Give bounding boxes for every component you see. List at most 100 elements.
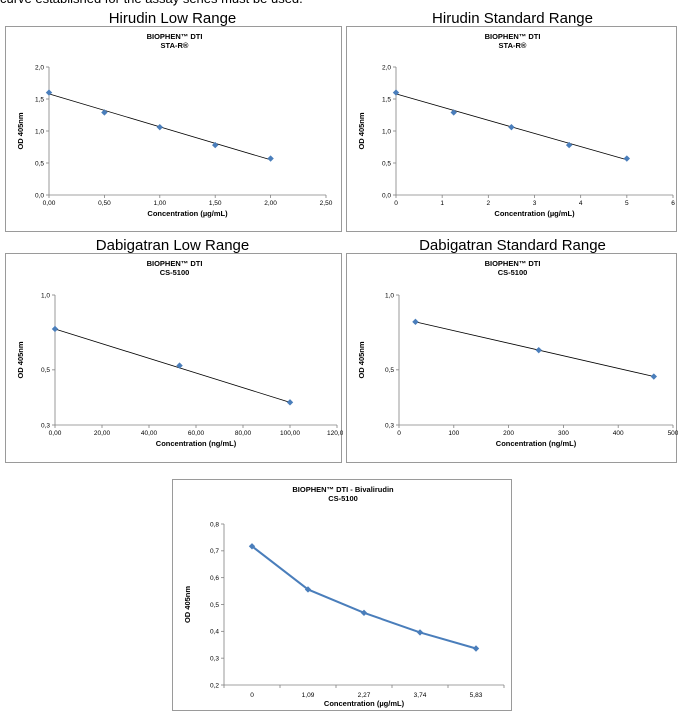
data-point (360, 609, 368, 617)
y-tick-label: 0,3 (210, 655, 219, 662)
y-axis-label: OD 405nm (183, 586, 192, 623)
x-tick-label: 1 (440, 200, 444, 207)
x-tick-label: 200 (503, 430, 514, 437)
chart-title: BIOPHEN™ DTI (147, 32, 203, 41)
y-tick-label: 1,5 (35, 96, 44, 103)
page-note: curve established for the assay series m… (0, 0, 679, 9)
y-tick-label: 1,0 (41, 292, 50, 299)
data-point (156, 123, 163, 131)
x-tick-label: 2,27 (358, 692, 371, 699)
chart-subtitle: CS-5100 (328, 494, 358, 503)
data-point (212, 141, 219, 149)
chart-subtitle: STA-R® (499, 41, 527, 50)
data-point (623, 155, 631, 162)
data-point (286, 399, 294, 406)
chart-subtitle: CS-5100 (160, 268, 190, 277)
y-tick-label: 1,0 (382, 128, 391, 135)
chart-title: BIOPHEN™ DTI - Bivalirudin (292, 485, 394, 494)
x-tick-label: 1,09 (302, 692, 315, 699)
y-tick-label: 0,8 (210, 521, 219, 528)
x-tick-label: 0 (397, 430, 401, 437)
y-tick-label: 2,0 (35, 64, 44, 71)
y-axis-label: OD 405nm (16, 112, 25, 149)
y-tick-label: 2,0 (382, 64, 391, 71)
x-tick-label: 1,00 (153, 200, 166, 207)
x-tick-label: 0,00 (43, 200, 56, 207)
series-line (251, 545, 477, 650)
y-tick-label: 0,5 (382, 160, 391, 167)
chart-panel-dabigatran-standard: BIOPHEN™ DTI CS-5100 0,3 0,5 1,0 0 100 200 300 40… (346, 253, 678, 463)
y-axis-label: OD 405nm (16, 341, 25, 378)
data-point (176, 362, 183, 369)
chart-panel-dabigatran-low: BIOPHEN™ DTI CS-5100 0,3 0,5 1,0 0,00 20,00 40,… (5, 253, 343, 463)
chart-subtitle: STA-R® (161, 41, 189, 50)
data-point (412, 318, 419, 326)
data-point (101, 109, 108, 116)
heading-hirudin-standard: Hirudin Standard Range (432, 10, 593, 27)
chart-title: BIOPHEN™ DTI (485, 259, 541, 268)
x-tick-label: 100 (448, 430, 459, 437)
data-point (535, 346, 542, 354)
x-axis-label: Concentration (ng/mL) (156, 439, 237, 448)
y-tick-label: 0,3 (385, 422, 394, 429)
data-point (248, 543, 256, 550)
y-tick-label: 1,5 (382, 96, 391, 103)
y-tick-label: 0,4 (210, 629, 219, 636)
data-point (450, 109, 457, 116)
y-tick-label: 0,0 (382, 192, 391, 199)
x-tick-label: 400 (613, 430, 624, 437)
x-tick-label: 6 (671, 200, 675, 207)
data-point (304, 586, 312, 593)
x-tick-label: 2,50 (320, 200, 333, 207)
y-axis-label: OD 405nm (357, 112, 366, 149)
y-tick-label: 0,5 (385, 367, 394, 374)
data-point (508, 123, 515, 131)
data-point (267, 155, 274, 162)
x-tick-label: 5 (625, 200, 629, 207)
chart-panel-hirudin-low: BIOPHEN™ DTI STA-R® 0,0 0,5 1,0 1,5 2,0 0,00 0,5… (5, 26, 342, 232)
x-tick-label: 120,00 (327, 430, 343, 437)
y-tick-label: 0,5 (35, 160, 44, 167)
x-tick-label: 2 (487, 200, 491, 207)
data-point (51, 325, 59, 333)
x-axis-label: Concentration (µg/mL) (494, 209, 575, 218)
x-axis-label: Concentration (µg/mL) (147, 209, 228, 218)
chart-title: BIOPHEN™ DTI (147, 259, 203, 268)
x-tick-label: 40,00 (141, 430, 158, 437)
y-tick-label: 0,6 (210, 575, 219, 582)
x-axis-label: Concentration (ng/mL) (496, 439, 577, 448)
x-tick-label: 0,50 (98, 200, 111, 207)
trend-line (54, 328, 291, 403)
chart-panel-bivalirudin: BIOPHEN™ DTI - Bivalirudin CS-5100 0,2 0,3 0… (172, 479, 512, 711)
y-tick-label: 1,0 (385, 292, 394, 299)
x-tick-label: 0 (250, 692, 254, 699)
x-tick-label: 0,00 (49, 430, 62, 437)
y-tick-label: 0,5 (41, 367, 50, 374)
x-tick-label: 4 (579, 200, 583, 207)
chart-subtitle: CS-5100 (498, 268, 528, 277)
y-axis-label: OD 405nm (357, 341, 366, 378)
data-point (472, 645, 480, 652)
chart-panel-hirudin-standard: BIOPHEN™ DTI STA-R® 0,0 0,5 1,0 1,5 2,0 0 1 2 3 4 5 6… (346, 26, 677, 232)
data-point (416, 629, 424, 636)
x-tick-label: 3 (533, 200, 537, 207)
x-tick-label: 1,50 (209, 200, 222, 207)
y-tick-label: 1,0 (35, 128, 44, 135)
x-tick-label: 500 (668, 430, 678, 437)
heading-hirudin-low: Hirudin Low Range (108, 10, 237, 27)
trend-line (415, 321, 654, 377)
heading-dabigatran-standard: Dabigatran Standard Range (419, 237, 606, 254)
x-tick-label: 20,00 (94, 430, 111, 437)
data-point (392, 89, 400, 96)
heading-dabigatran-low: Dabigatran Low Range (95, 237, 250, 254)
x-tick-label: 0 (394, 200, 398, 207)
y-tick-label: 0,0 (35, 192, 44, 199)
x-tick-label: 2,00 (264, 200, 277, 207)
x-tick-label: 3,74 (414, 692, 427, 699)
data-point (45, 89, 53, 96)
